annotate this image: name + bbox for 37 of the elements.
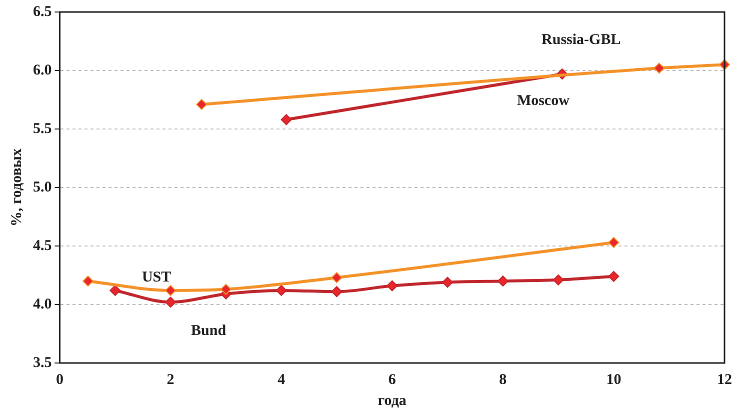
x-tick-label: 6 [388,372,396,388]
point [386,280,398,292]
point [82,276,94,287]
point [608,270,620,282]
point [276,284,287,296]
x-axis-title: года [378,392,407,409]
point [442,276,454,288]
point [552,274,564,286]
y-tick-label: 3.5 [33,354,52,371]
point [280,114,292,126]
point [608,236,620,248]
x-tick-label: 2 [166,372,174,388]
y-tick-label: 6.5 [33,4,52,20]
y-tick-label: 5.0 [33,179,52,196]
series-label: UST [142,269,172,286]
series-label: Moscow [516,92,570,109]
point [497,276,508,287]
y-tick-label: 5.5 [33,120,52,137]
series-label: Russia-GBL [542,32,621,48]
series-label: Bund [191,323,227,340]
point [654,62,665,74]
point [165,284,176,296]
point [331,286,342,298]
y-axis-title: %, годовых [8,148,25,227]
point [220,284,232,295]
y-tick-label: 4.0 [33,296,52,312]
point [331,272,342,284]
point [196,98,208,110]
point [110,284,121,296]
x-tick-label: 0 [56,372,64,388]
point [165,296,176,308]
x-tick-label: 12 [717,372,732,388]
y-tick-label: 4.5 [33,238,52,254]
x-tick-label: 8 [499,372,507,388]
y-tick-label: 6.0 [33,62,52,78]
x-tick-label: 4 [278,372,286,388]
x-tick-label: 10 [606,372,622,388]
